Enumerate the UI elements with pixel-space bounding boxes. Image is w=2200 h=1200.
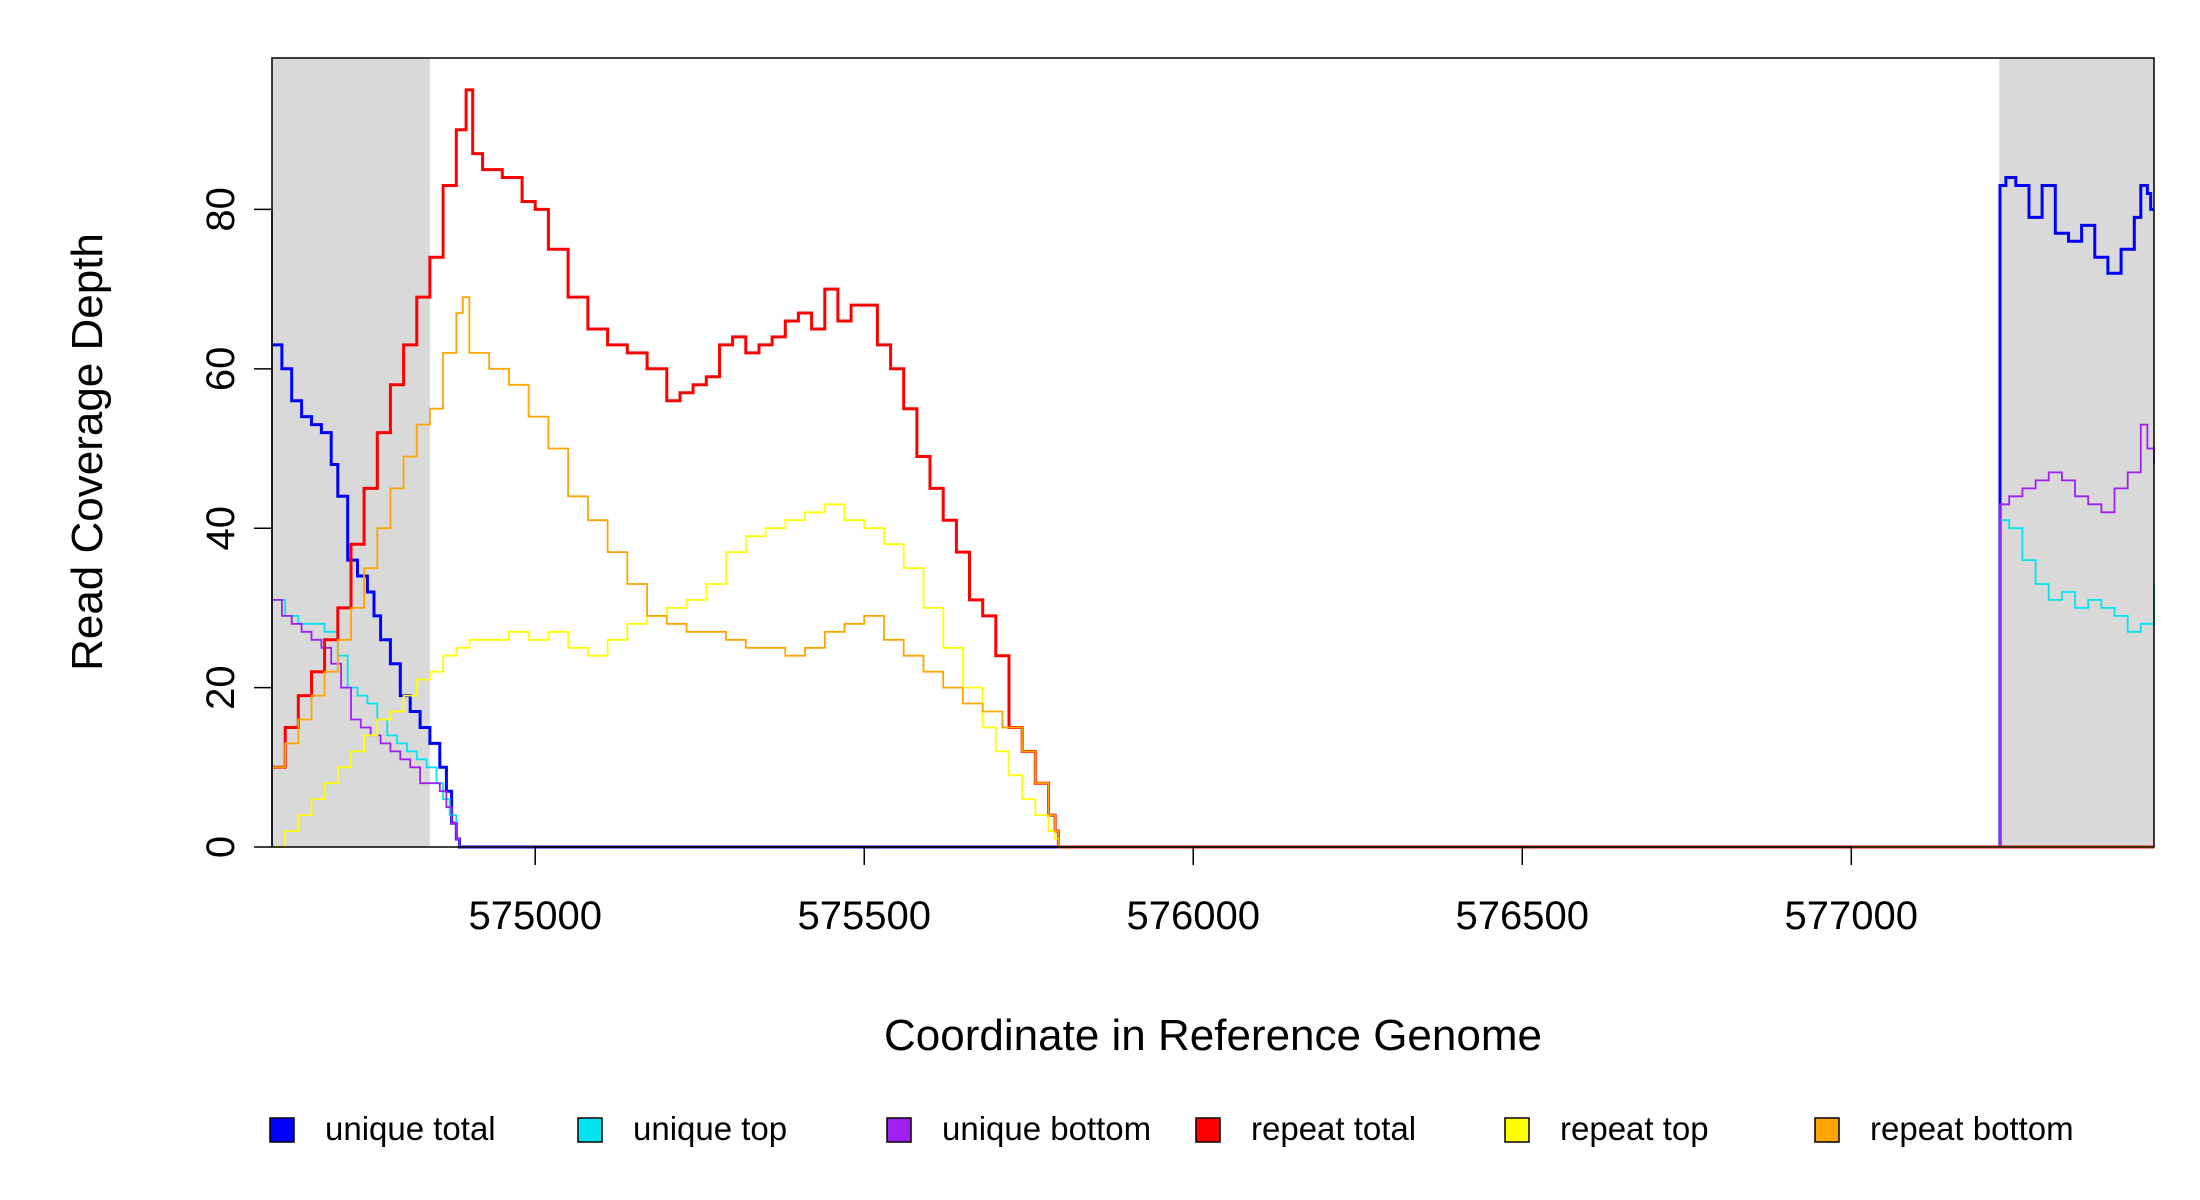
y-axis-title: Read Coverage Depth <box>63 233 112 671</box>
y-tick-label: 80 <box>199 187 243 232</box>
legend-label: unique total <box>325 1110 496 1147</box>
legend-swatch <box>1195 1117 1221 1143</box>
y-tick-label: 20 <box>199 665 243 710</box>
series-lines <box>272 88 2155 849</box>
series-line-repeat-bottom <box>272 296 2154 848</box>
x-axis-title: Coordinate in Reference Genome <box>884 1011 1542 1060</box>
legend-swatch <box>269 1117 295 1143</box>
series-line-unique-bottom <box>272 423 2155 848</box>
y-tick-label: 40 <box>199 506 243 551</box>
legend-label: unique top <box>633 1110 787 1147</box>
legend: unique total unique top unique bottom repea… <box>269 1110 2074 1147</box>
x-tick-label: 575000 <box>468 894 601 938</box>
legend-label: repeat bottom <box>1870 1110 2074 1147</box>
x-tick-label: 577000 <box>1785 894 1918 938</box>
legend-swatch <box>1504 1117 1530 1143</box>
legend-label: repeat top <box>1560 1110 1709 1147</box>
legend-swatch <box>886 1117 912 1143</box>
series-line-unique-top <box>272 519 2155 848</box>
x-tick-label: 575500 <box>797 894 930 938</box>
y-axis: 0 20 40 60 80 <box>199 187 273 858</box>
legend-label: unique bottom <box>942 1110 1151 1147</box>
x-tick-label: 576500 <box>1456 894 1589 938</box>
shaded-regions <box>272 58 2154 847</box>
series-line-repeat-top <box>272 503 2154 848</box>
legend-label: repeat total <box>1251 1110 1416 1147</box>
y-tick-label: 60 <box>199 347 243 392</box>
shaded-region-2 <box>1999 58 2154 847</box>
series-line-repeat-total <box>272 88 2154 849</box>
legend-swatch <box>577 1117 603 1143</box>
series-line-unique-total <box>272 176 2154 849</box>
x-tick-label: 576000 <box>1127 894 1260 938</box>
y-tick-label: 0 <box>199 836 243 858</box>
legend-swatch <box>1814 1117 1840 1143</box>
plot-frame <box>271 57 2155 848</box>
x-axis: 575000 575500 576000 576500 577000 <box>468 846 1918 938</box>
